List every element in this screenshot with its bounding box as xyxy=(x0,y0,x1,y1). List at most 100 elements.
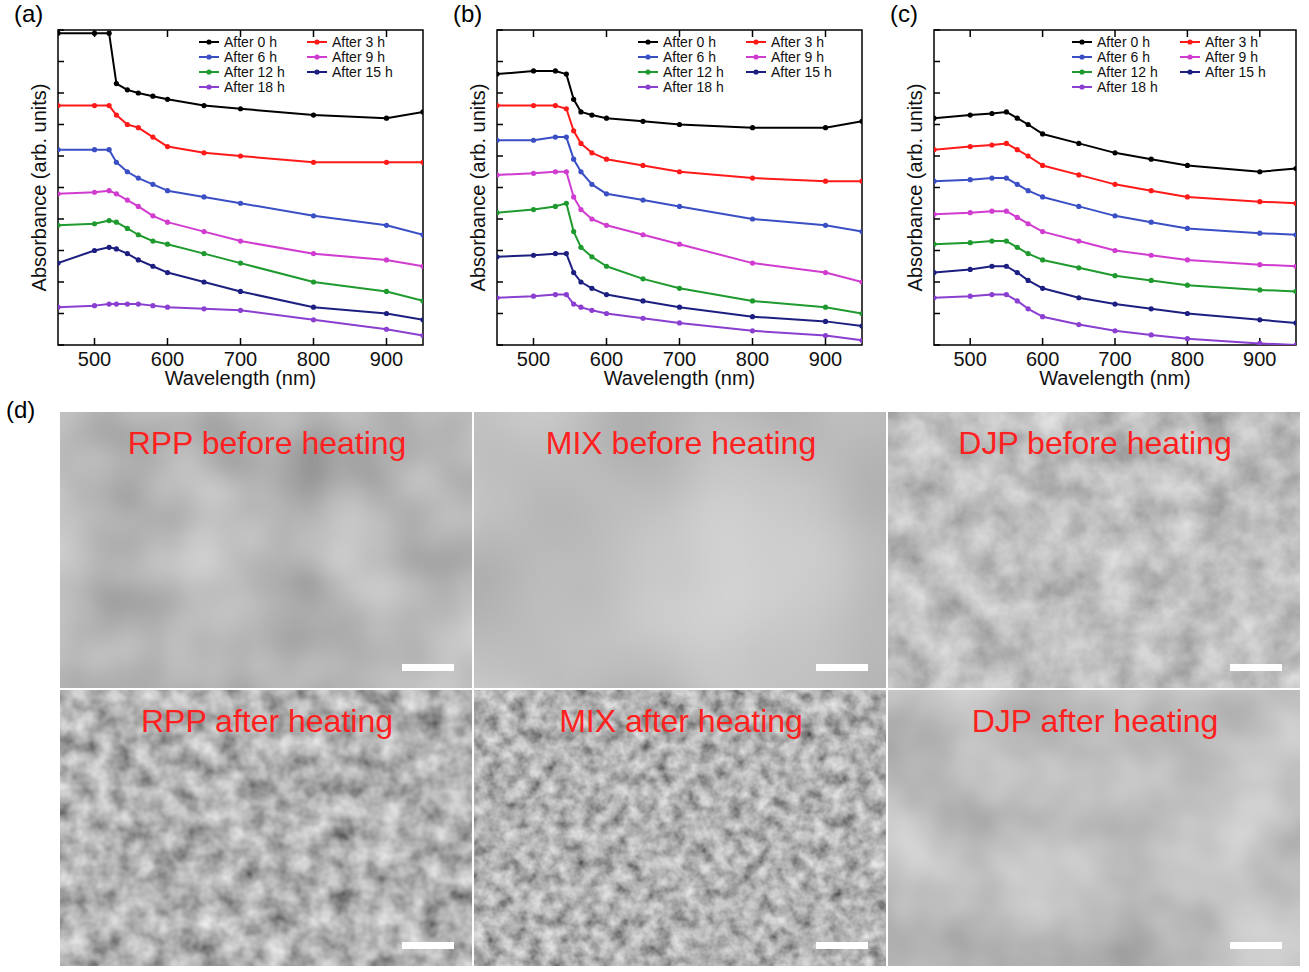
series-marker xyxy=(497,72,500,77)
series-marker xyxy=(1293,320,1296,325)
series-marker xyxy=(1112,301,1117,306)
series-marker xyxy=(823,305,828,310)
series-marker xyxy=(420,264,423,269)
series-marker xyxy=(165,188,170,193)
series-marker xyxy=(823,223,828,228)
legend-marker xyxy=(206,69,211,74)
y-tick xyxy=(497,155,503,157)
y-tick xyxy=(497,313,503,315)
series-marker xyxy=(571,157,576,162)
series-marker xyxy=(968,210,973,215)
series-marker xyxy=(1112,182,1117,187)
series-marker xyxy=(136,175,141,180)
y-tick xyxy=(58,187,64,189)
series-marker xyxy=(564,292,569,297)
series-marker xyxy=(934,295,937,300)
series-marker xyxy=(1149,157,1154,162)
y-tick xyxy=(58,250,64,252)
series-marker xyxy=(238,238,243,243)
series-marker xyxy=(125,251,130,256)
series-line xyxy=(497,203,862,313)
series-marker xyxy=(578,109,583,114)
legend-label: After 12 h xyxy=(663,64,724,80)
x-tick-top xyxy=(533,30,535,37)
series-marker xyxy=(1026,188,1031,193)
series-marker xyxy=(114,301,119,306)
scale-bar xyxy=(816,664,868,671)
series-marker xyxy=(564,72,569,77)
plot-frame xyxy=(934,30,1296,345)
y-tick xyxy=(497,218,503,220)
y-tick xyxy=(497,61,503,63)
series-marker xyxy=(420,333,423,338)
x-tick xyxy=(94,338,96,345)
y-tick xyxy=(497,29,503,31)
panel: 500600700800900Wavelength (nm)Absorbance… xyxy=(14,0,426,389)
x-tick xyxy=(386,338,388,345)
series-marker xyxy=(92,31,97,36)
series-marker xyxy=(677,169,682,174)
series-marker xyxy=(107,103,112,108)
legend-marker xyxy=(1187,39,1192,44)
x-axis-title: Wavelength (nm) xyxy=(165,367,317,389)
sem-image: MIX before heating xyxy=(474,412,886,688)
series-marker xyxy=(989,209,994,214)
series-marker xyxy=(571,194,576,199)
legend-label: After 15 h xyxy=(332,64,393,80)
series-marker xyxy=(58,147,61,152)
panel: 500600700800900Wavelength (nm)Absorbance… xyxy=(453,0,865,389)
x-tick-top xyxy=(386,30,388,37)
scale-bar xyxy=(402,942,454,949)
series-marker xyxy=(564,201,569,206)
y-tick xyxy=(497,124,503,126)
series-marker xyxy=(150,264,155,269)
series-marker xyxy=(553,204,558,209)
series-marker xyxy=(497,172,500,177)
plot-frame xyxy=(497,30,862,345)
series-line xyxy=(497,172,862,282)
legend-label: After 0 h xyxy=(224,34,277,50)
series-marker xyxy=(677,320,682,325)
series-line xyxy=(58,221,423,301)
series-marker xyxy=(1076,322,1081,327)
image-label: DJP after heating xyxy=(972,703,1219,739)
series-marker xyxy=(150,94,155,99)
series-marker xyxy=(125,226,130,231)
series-marker xyxy=(1040,163,1045,168)
image-label: RPP before heating xyxy=(128,425,407,461)
series-marker xyxy=(201,194,206,199)
x-tick-top xyxy=(752,30,754,37)
scale-bar xyxy=(1230,664,1282,671)
series-marker xyxy=(384,327,389,332)
series-marker xyxy=(859,229,862,234)
series-marker xyxy=(604,157,609,162)
series-marker xyxy=(1076,295,1081,300)
series-marker xyxy=(201,306,206,311)
series-marker xyxy=(750,298,755,303)
legend-marker xyxy=(1079,39,1084,44)
series-marker xyxy=(1015,147,1020,152)
series-marker xyxy=(989,292,994,297)
series-marker xyxy=(1257,341,1262,345)
series-marker xyxy=(1257,317,1262,322)
series-marker xyxy=(107,188,112,193)
legend-marker xyxy=(753,54,758,59)
x-tick-top xyxy=(1259,30,1261,37)
series-marker xyxy=(640,119,645,124)
series-marker xyxy=(1185,311,1190,316)
series-marker xyxy=(497,295,500,300)
series-marker xyxy=(1149,188,1154,193)
series-marker xyxy=(1112,328,1117,333)
series-marker xyxy=(553,169,558,174)
series-marker xyxy=(578,141,583,146)
image-base xyxy=(888,412,1300,688)
legend-marker xyxy=(206,39,211,44)
series-marker xyxy=(578,169,583,174)
legend-label: After 9 h xyxy=(771,49,824,65)
series-marker xyxy=(1015,182,1020,187)
series-marker xyxy=(58,223,61,228)
scale-bar xyxy=(402,664,454,671)
series-marker xyxy=(1149,332,1154,337)
series-marker xyxy=(1040,286,1045,291)
series-marker xyxy=(165,97,170,102)
